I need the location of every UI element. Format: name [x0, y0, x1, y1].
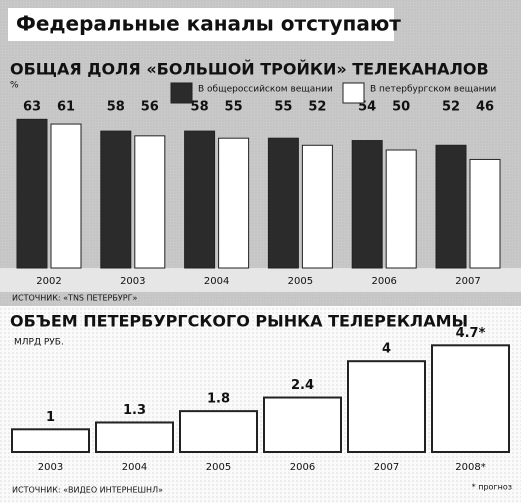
x-tick-label: 2005 — [288, 276, 313, 287]
value-label: 1 — [46, 410, 55, 425]
value-label: 50 — [392, 100, 410, 115]
value-label: 4 — [382, 342, 391, 357]
page-title: Федеральные каналы отступают — [16, 12, 401, 36]
x-tick-label: 2004 — [122, 462, 147, 473]
value-label: 1.8 — [207, 392, 230, 407]
legend-label: В общероссийском вещании — [198, 85, 333, 95]
value-label: 46 — [476, 100, 494, 115]
x-tick-label: 2004 — [204, 276, 229, 287]
unit-label: % — [10, 81, 19, 91]
bar — [435, 144, 467, 269]
legend-swatch — [342, 82, 365, 104]
value-label: 1.3 — [123, 403, 146, 418]
bar — [469, 158, 501, 269]
x-tick-label: 2002 — [36, 276, 61, 287]
bar — [184, 130, 216, 269]
value-label: 56 — [141, 100, 159, 115]
value-label: 61 — [57, 100, 75, 115]
value-label: 52 — [442, 100, 460, 115]
year-strip — [0, 268, 521, 292]
bar — [301, 144, 333, 269]
bar — [263, 396, 342, 453]
bar — [134, 135, 166, 269]
value-label: 2.4 — [291, 378, 314, 393]
bar — [385, 149, 417, 269]
chart-title: ОБЪЕМ ПЕТЕРБУРГСКОГО РЫНКА ТЕЛЕРЕКЛАМЫ — [10, 312, 468, 331]
bar — [351, 140, 383, 269]
value-label: 55 — [274, 100, 292, 115]
bar — [95, 421, 174, 453]
legend-label: В петербургском вещании — [370, 85, 496, 95]
bar — [50, 123, 82, 269]
bar — [100, 130, 132, 269]
x-tick-label: 2006 — [371, 276, 396, 287]
bar — [179, 410, 258, 454]
source: ИСТОЧНИК: «TNS ПЕТЕРБУРГ» — [12, 294, 137, 303]
footnote: * прогноз — [472, 483, 512, 492]
top-panel — [0, 0, 521, 306]
x-tick-label: 2005 — [206, 462, 231, 473]
bar — [431, 344, 510, 453]
x-tick-label: 2007 — [374, 462, 399, 473]
value-label: 58 — [107, 100, 125, 115]
value-label: 58 — [191, 100, 209, 115]
source: ИСТОЧНИК: «ВИДЕО ИНТЕРНЕШНЛ» — [12, 486, 163, 495]
unit-label: МЛРД РУБ. — [14, 338, 64, 348]
x-tick-label: 2003 — [120, 276, 145, 287]
legend-swatch — [170, 82, 193, 104]
bar — [11, 428, 90, 453]
bar — [347, 360, 426, 454]
value-label: 55 — [225, 100, 243, 115]
value-label: 63 — [23, 100, 41, 115]
value-label: 4.7* — [456, 326, 486, 341]
bar — [218, 137, 250, 269]
chart-title: ОБЩАЯ ДОЛЯ «БОЛЬШОЙ ТРОЙКИ» ТЕЛЕКАНАЛОВ — [10, 60, 489, 79]
x-tick-label: 2008* — [455, 462, 485, 473]
x-tick-label: 2007 — [455, 276, 480, 287]
bar — [16, 118, 48, 269]
title-box — [8, 8, 394, 41]
value-label: 52 — [308, 100, 326, 115]
bar — [267, 137, 299, 269]
x-tick-label: 2003 — [38, 462, 63, 473]
x-tick-label: 2006 — [290, 462, 315, 473]
